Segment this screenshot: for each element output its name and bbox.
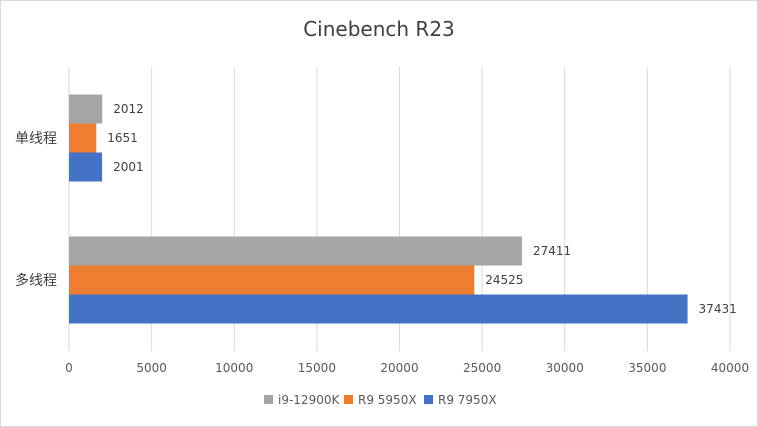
bar	[69, 265, 475, 295]
bar	[69, 123, 97, 153]
data-label: 24525	[485, 273, 523, 287]
data-label: 27411	[533, 244, 571, 258]
bar	[69, 152, 103, 182]
legend-swatch	[344, 395, 353, 404]
data-label: 2012	[113, 102, 144, 116]
legend-label: R9 7950X	[438, 393, 497, 407]
x-tick-label: 15000	[298, 361, 336, 375]
legend-swatch	[424, 395, 433, 404]
data-labels: 2012 1651 2001 27411 24525 37431	[107, 102, 736, 316]
legend-label: R9 5950X	[358, 393, 417, 407]
bar	[69, 294, 688, 324]
x-tick-label: 30000	[546, 361, 584, 375]
data-label: 2001	[113, 160, 144, 174]
legend-label: i9-12900K	[278, 393, 340, 407]
legend: i9-12900K R9 5950X R9 7950X	[264, 393, 497, 407]
bars	[69, 94, 688, 324]
x-tick-label: 10000	[215, 361, 253, 375]
x-tick-label: 5000	[136, 361, 167, 375]
gridlines	[68, 67, 731, 351]
x-tick-labels: 0 5000 10000 15000 20000 25000 30000 35000 40000	[65, 361, 749, 375]
chart-title: Cinebench R23	[303, 17, 455, 41]
x-tick-label: 40000	[711, 361, 749, 375]
x-tick-label: 35000	[628, 361, 666, 375]
data-label: 37431	[699, 302, 737, 316]
x-tick-label: 0	[65, 361, 73, 375]
category-label: 多线程	[15, 272, 57, 289]
bar	[69, 94, 103, 124]
bar	[69, 236, 522, 266]
x-tick-label: 20000	[380, 361, 418, 375]
data-label: 1651	[107, 131, 138, 145]
legend-swatch	[264, 395, 273, 404]
category-label: 单线程	[15, 131, 57, 147]
x-tick-label: 25000	[463, 361, 501, 375]
